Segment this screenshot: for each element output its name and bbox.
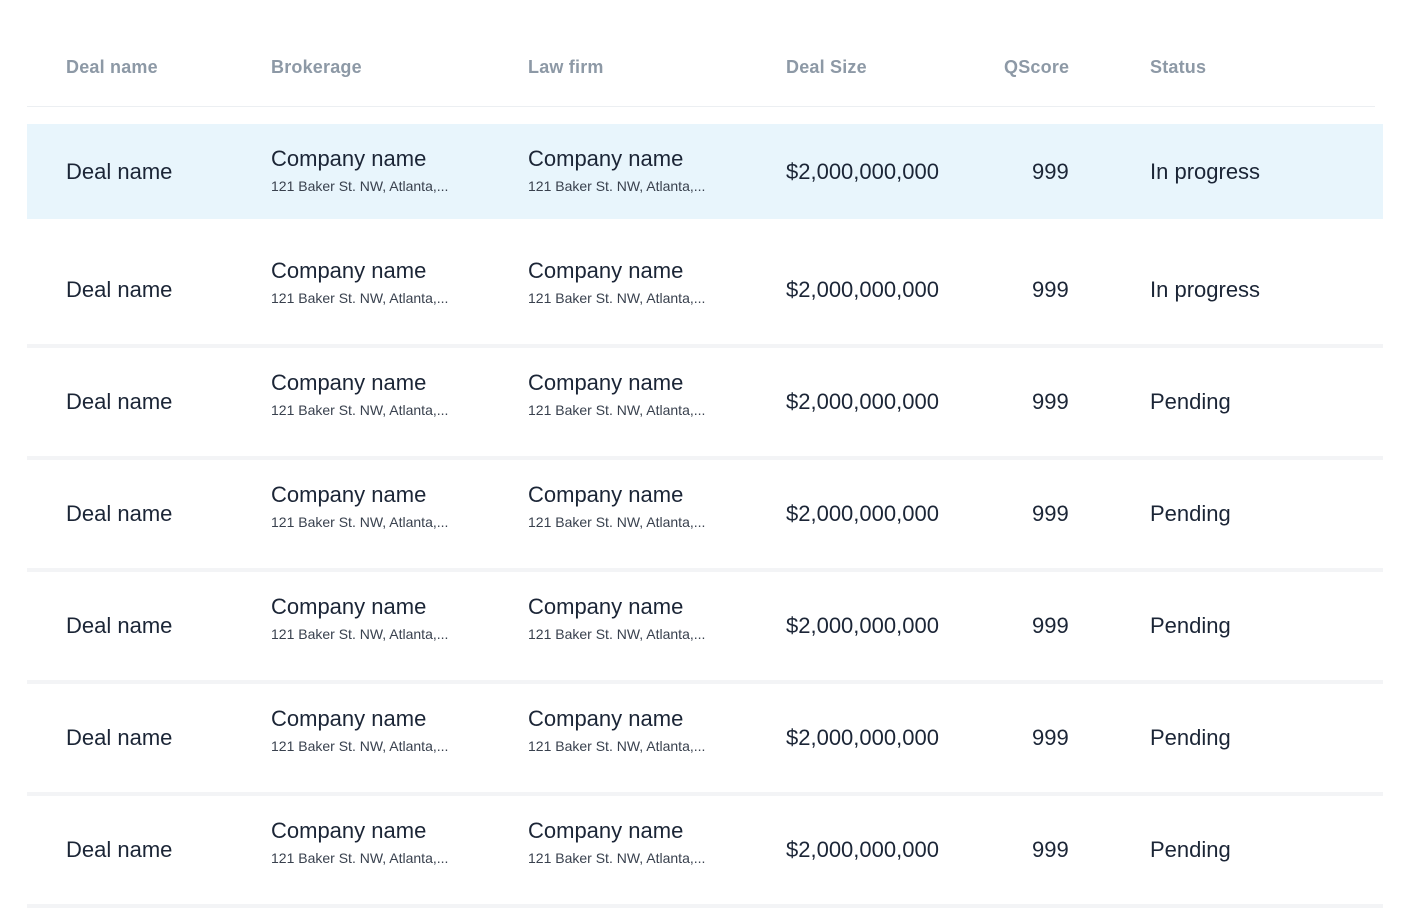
- brokerage-cell: Company name 121 Baker St. NW, Atlanta,.…: [271, 370, 448, 418]
- table-row[interactable]: Deal name Company name 121 Baker St. NW,…: [27, 460, 1383, 572]
- brokerage-cell: Company name 121 Baker St. NW, Atlanta,.…: [271, 258, 448, 306]
- brokerage-name: Company name: [271, 818, 427, 843]
- table-header: Deal name Brokerage Law firm Deal Size Q…: [27, 0, 1375, 107]
- status-cell: In progress: [1150, 277, 1261, 302]
- table-row[interactable]: Deal name Company name 121 Baker St. NW,…: [27, 348, 1383, 460]
- deal-size-cell: $2,000,000,000: [786, 158, 939, 184]
- brokerage-name: Company name: [271, 370, 427, 395]
- qscore-cell: 999: [1032, 158, 1069, 184]
- brokerage-address: 121 Baker St. NW, Atlanta,...: [271, 850, 449, 866]
- qscore-cell: 999: [1032, 725, 1069, 750]
- law-firm-address: 121 Baker St. NW, Atlanta,...: [528, 850, 706, 866]
- deal-name-cell: Deal name: [66, 501, 173, 526]
- table-row[interactable]: Deal name Company name 121 Baker St. NW,…: [27, 572, 1383, 684]
- brokerage-cell: Company name 121 Baker St. NW, Atlanta,.…: [271, 706, 448, 754]
- brokerage-name: Company name: [271, 482, 427, 507]
- deals-table: Deal name Brokerage Law firm Deal Size Q…: [27, 0, 1383, 908]
- column-header-deal-name[interactable]: Deal name: [66, 57, 158, 77]
- law-firm-cell: Company name 121 Baker St. NW, Atlanta,.…: [528, 482, 705, 530]
- table-row[interactable]: Deal name Company name 121 Baker St. NW,…: [27, 796, 1383, 908]
- brokerage-name: Company name: [271, 706, 427, 731]
- law-firm-cell: Company name 121 Baker St. NW, Atlanta,.…: [528, 146, 705, 194]
- qscore-cell: 999: [1032, 389, 1069, 414]
- law-firm-cell: Company name 121 Baker St. NW, Atlanta,.…: [528, 706, 705, 754]
- table-body: Deal name Company name 121 Baker St. NW,…: [27, 124, 1383, 908]
- deal-size-cell: $2,000,000,000: [786, 389, 939, 414]
- law-firm-name: Company name: [528, 706, 684, 731]
- column-header-deal-size[interactable]: Deal Size: [786, 57, 867, 77]
- deal-name-cell: Deal name: [66, 389, 173, 414]
- law-firm-name: Company name: [528, 146, 684, 171]
- column-header-qscore[interactable]: QScore: [1004, 57, 1070, 77]
- law-firm-address: 121 Baker St. NW, Atlanta,...: [528, 738, 706, 754]
- brokerage-cell: Company name 121 Baker St. NW, Atlanta,.…: [271, 818, 448, 866]
- law-firm-name: Company name: [528, 818, 684, 843]
- law-firm-name: Company name: [528, 370, 684, 395]
- brokerage-address: 121 Baker St. NW, Atlanta,...: [271, 514, 449, 530]
- law-firm-address: 121 Baker St. NW, Atlanta,...: [528, 402, 706, 418]
- status-cell: Pending: [1150, 389, 1231, 414]
- status-cell: In progress: [1150, 158, 1261, 184]
- deal-name-cell: Deal name: [66, 158, 173, 184]
- deal-size-cell: $2,000,000,000: [786, 837, 939, 862]
- column-header-brokerage[interactable]: Brokerage: [271, 57, 362, 77]
- deal-name-cell: Deal name: [66, 613, 173, 638]
- law-firm-cell: Company name 121 Baker St. NW, Atlanta,.…: [528, 258, 705, 306]
- brokerage-name: Company name: [271, 594, 427, 619]
- deal-size-cell: $2,000,000,000: [786, 501, 939, 526]
- qscore-cell: 999: [1032, 837, 1069, 862]
- column-header-law-firm[interactable]: Law firm: [528, 57, 604, 77]
- status-cell: Pending: [1150, 837, 1231, 862]
- status-cell: Pending: [1150, 725, 1231, 750]
- column-header-status[interactable]: Status: [1150, 57, 1207, 77]
- brokerage-address: 121 Baker St. NW, Atlanta,...: [271, 738, 449, 754]
- law-firm-cell: Company name 121 Baker St. NW, Atlanta,.…: [528, 818, 705, 866]
- law-firm-address: 121 Baker St. NW, Atlanta,...: [528, 514, 706, 530]
- deal-name-cell: Deal name: [66, 837, 173, 862]
- table-row[interactable]: Deal name Company name 121 Baker St. NW,…: [27, 236, 1383, 348]
- deal-size-cell: $2,000,000,000: [786, 277, 939, 302]
- deal-size-cell: $2,000,000,000: [786, 613, 939, 638]
- brokerage-cell: Company name 121 Baker St. NW, Atlanta,.…: [271, 146, 448, 194]
- law-firm-address: 121 Baker St. NW, Atlanta,...: [528, 290, 706, 306]
- law-firm-name: Company name: [528, 594, 684, 619]
- deal-name-cell: Deal name: [66, 277, 173, 302]
- brokerage-address: 121 Baker St. NW, Atlanta,...: [271, 178, 449, 194]
- law-firm-cell: Company name 121 Baker St. NW, Atlanta,.…: [528, 370, 705, 418]
- brokerage-cell: Company name 121 Baker St. NW, Atlanta,.…: [271, 482, 448, 530]
- brokerage-name: Company name: [271, 146, 427, 171]
- status-cell: Pending: [1150, 613, 1231, 638]
- table-row[interactable]: Deal name Company name 121 Baker St. NW,…: [27, 124, 1383, 219]
- brokerage-cell: Company name 121 Baker St. NW, Atlanta,.…: [271, 594, 448, 642]
- status-cell: Pending: [1150, 501, 1231, 526]
- law-firm-address: 121 Baker St. NW, Atlanta,...: [528, 178, 706, 194]
- qscore-cell: 999: [1032, 277, 1069, 302]
- brokerage-address: 121 Baker St. NW, Atlanta,...: [271, 290, 449, 306]
- qscore-cell: 999: [1032, 613, 1069, 638]
- brokerage-name: Company name: [271, 258, 427, 283]
- brokerage-address: 121 Baker St. NW, Atlanta,...: [271, 402, 449, 418]
- table-row[interactable]: Deal name Company name 121 Baker St. NW,…: [27, 684, 1383, 796]
- qscore-cell: 999: [1032, 501, 1069, 526]
- brokerage-address: 121 Baker St. NW, Atlanta,...: [271, 626, 449, 642]
- law-firm-address: 121 Baker St. NW, Atlanta,...: [528, 626, 706, 642]
- deal-name-cell: Deal name: [66, 725, 173, 750]
- law-firm-cell: Company name 121 Baker St. NW, Atlanta,.…: [528, 594, 705, 642]
- deal-size-cell: $2,000,000,000: [786, 725, 939, 750]
- law-firm-name: Company name: [528, 258, 684, 283]
- law-firm-name: Company name: [528, 482, 684, 507]
